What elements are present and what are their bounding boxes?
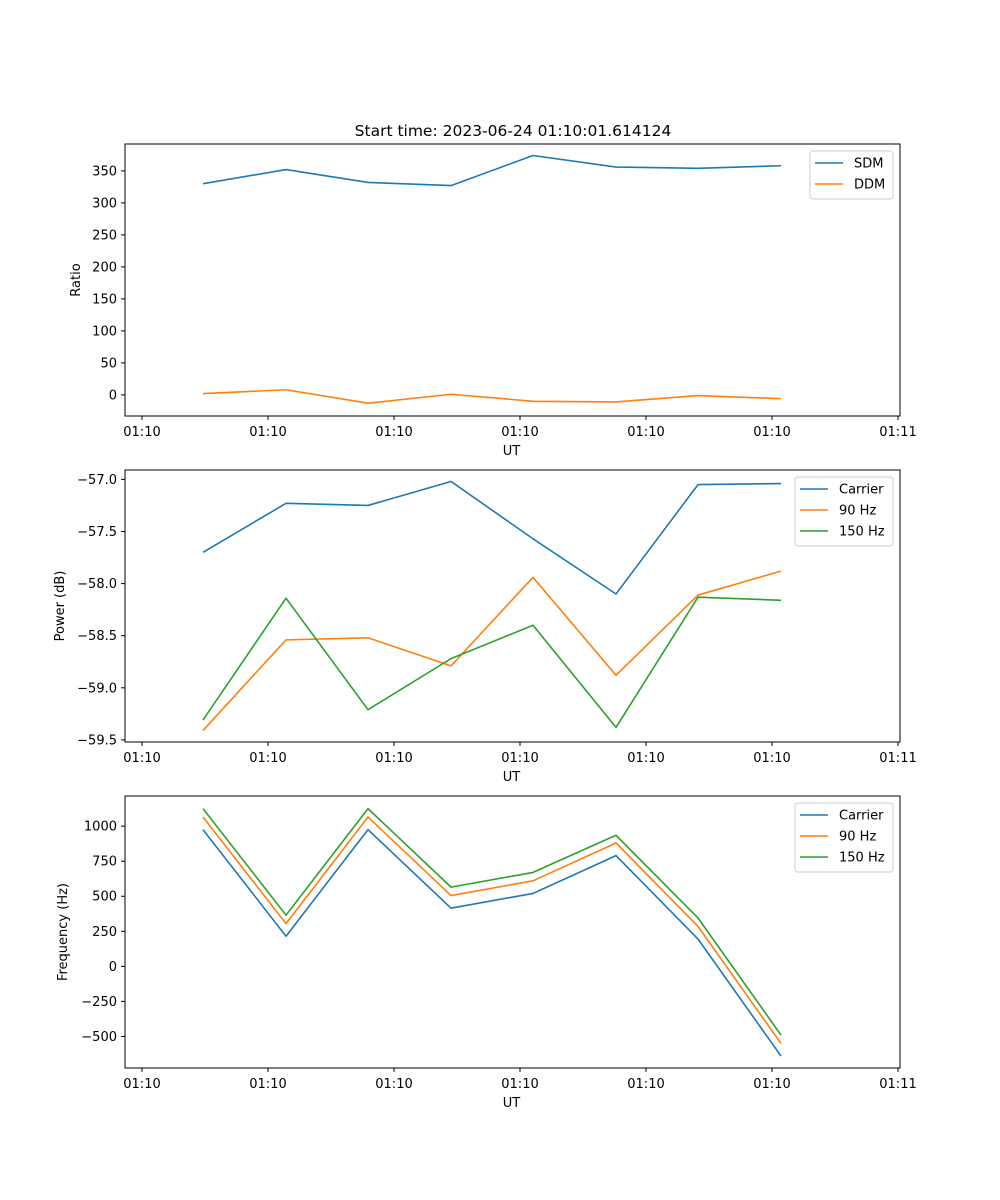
y-axis-label: Ratio — [69, 263, 84, 296]
x-tick-label: 01:10 — [501, 751, 538, 766]
series-line-ddm — [202, 388, 782, 405]
y-tick-label: −500 — [81, 1030, 117, 1045]
y-tick-label: 200 — [92, 260, 117, 275]
x-tick-label: 01:10 — [123, 1077, 160, 1092]
y-tick-label: −58.5 — [77, 629, 117, 644]
series-line-90-hz — [202, 570, 782, 732]
y-tick-label: −58.0 — [77, 577, 117, 592]
legend: Carrier 90 Hz 150 Hz — [794, 802, 894, 873]
y-tick-label: 250 — [92, 925, 117, 940]
y-tick-label: 250 — [92, 228, 117, 243]
y-tick-label: 750 — [92, 855, 117, 870]
subplot-2: 01:10 01:10 01:10 01:10 01:10 01:10 01:11 −59.5… — [53, 469, 917, 785]
legend-label: SDM — [854, 157, 883, 172]
figure-title: Start time: 2023-06-24 01:10:01.614124 — [355, 122, 672, 140]
legend-label: 90 Hz — [839, 830, 876, 845]
subplots: 01:10 01:10 01:10 01:10 01:10 01:10 01:11 0 50 10… — [53, 143, 917, 1111]
y-tick-label: −57.0 — [77, 473, 117, 488]
legend: SDM DDM — [809, 150, 894, 200]
x-axis-label: UT — [503, 444, 521, 459]
y-tick-label: 0 — [109, 388, 117, 403]
x-axis-label: UT — [503, 770, 521, 785]
y-tick-label: 100 — [92, 324, 117, 339]
series-line-carrier — [202, 480, 782, 595]
series-line-90-hz — [202, 816, 782, 1044]
axes-frame — [124, 143, 901, 417]
series-line-carrier — [202, 828, 782, 1057]
x-tick-label: 01:10 — [249, 751, 286, 766]
y-axis-label: Power (dB) — [53, 571, 68, 642]
subplot-3: 01:10 01:10 01:10 01:10 01:10 01:10 01:11 −500 −… — [56, 795, 917, 1111]
subplot-1: 01:10 01:10 01:10 01:10 01:10 01:10 01:11 0 50 10… — [69, 143, 917, 459]
x-tick-label: 01:10 — [249, 425, 286, 440]
legend-label: DDM — [854, 178, 885, 193]
x-tick-label: 01:10 — [753, 751, 790, 766]
legend-label: 150 Hz — [839, 851, 885, 866]
y-tick-label: −250 — [81, 995, 117, 1010]
x-tick-label: 01:10 — [375, 751, 412, 766]
legend-label: 150 Hz — [839, 525, 885, 540]
y-tick-label: 0 — [109, 960, 117, 975]
axes-frame — [124, 469, 901, 743]
series-line-sdm — [202, 154, 782, 187]
x-tick-label: 01:10 — [501, 1077, 538, 1092]
x-tick-label: 01:11 — [879, 751, 916, 766]
x-tick-label: 01:10 — [375, 425, 412, 440]
x-axis-label: UT — [503, 1096, 521, 1111]
legend-box — [794, 802, 894, 873]
axes-frame — [124, 795, 901, 1069]
legend-box — [794, 476, 894, 547]
x-tick-label: 01:11 — [879, 425, 916, 440]
y-tick-label: −57.5 — [77, 525, 117, 540]
series-line-150-hz — [202, 596, 782, 729]
x-tick-label: 01:10 — [249, 1077, 286, 1092]
y-tick-label: 500 — [92, 890, 117, 905]
x-tick-label: 01:10 — [501, 425, 538, 440]
legend-label: Carrier — [839, 809, 884, 824]
legend-label: Carrier — [839, 483, 884, 498]
y-tick-label: 50 — [100, 356, 117, 371]
x-tick-label: 01:10 — [753, 1077, 790, 1092]
x-tick-label: 01:10 — [627, 425, 664, 440]
x-tick-label: 01:10 — [375, 1077, 412, 1092]
x-tick-label: 01:10 — [627, 1077, 664, 1092]
y-tick-label: −59.0 — [77, 681, 117, 696]
series-line-150-hz — [202, 807, 782, 1036]
x-tick-label: 01:10 — [123, 751, 160, 766]
y-tick-label: −59.5 — [77, 733, 117, 748]
x-tick-label: 01:10 — [753, 425, 790, 440]
y-tick-label: 300 — [92, 196, 117, 211]
y-tick-label: 150 — [92, 292, 117, 307]
y-axis-label: Frequency (Hz) — [56, 883, 71, 981]
x-tick-label: 01:10 — [627, 751, 664, 766]
y-tick-label: 1000 — [84, 820, 117, 835]
y-tick-label: 350 — [92, 164, 117, 179]
legend-label: 90 Hz — [839, 504, 876, 519]
x-tick-label: 01:10 — [123, 425, 160, 440]
legend: Carrier 90 Hz 150 Hz — [794, 476, 894, 547]
x-tick-label: 01:11 — [879, 1077, 916, 1092]
